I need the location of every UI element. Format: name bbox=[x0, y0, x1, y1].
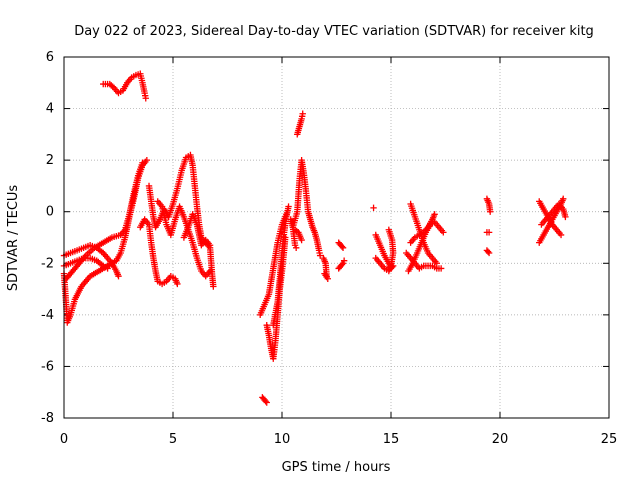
data-point bbox=[104, 265, 111, 272]
data-point bbox=[370, 204, 377, 212]
data-point bbox=[174, 280, 181, 288]
data-point bbox=[484, 248, 492, 255]
chart-title: Day 022 of 2023, Sidereal Day-to-day VTE… bbox=[74, 24, 594, 39]
y-tick-labels: -8 -6 -4 -2 0 2 4 6 bbox=[41, 50, 54, 426]
data-point bbox=[206, 267, 214, 275]
data-point bbox=[486, 208, 494, 215]
axis-ticks bbox=[63, 56, 610, 419]
y-tick-label: 0 bbox=[46, 205, 54, 220]
y-axis-label: SDTVAR / TECUs bbox=[6, 185, 21, 292]
data-point bbox=[109, 83, 116, 90]
y-tick-label: 2 bbox=[46, 153, 54, 168]
data-point bbox=[115, 272, 122, 280]
data-point bbox=[324, 275, 331, 282]
x-tick-label: 20 bbox=[492, 432, 509, 447]
data-point bbox=[339, 244, 347, 252]
y-tick-label: 4 bbox=[46, 102, 54, 117]
x-tick-labels: 0 5 10 15 20 25 bbox=[60, 432, 617, 447]
data-point bbox=[440, 229, 447, 236]
data-point bbox=[338, 243, 346, 250]
data-point bbox=[206, 242, 214, 249]
x-tick-label: 10 bbox=[274, 432, 291, 447]
data-point bbox=[437, 265, 445, 272]
data-point bbox=[210, 283, 217, 290]
data-point bbox=[263, 399, 270, 406]
data-point bbox=[338, 261, 346, 268]
y-tick-label: 6 bbox=[46, 50, 54, 65]
data-point bbox=[431, 211, 438, 218]
x-axis-label: GPS time / hours bbox=[282, 460, 391, 475]
data-point bbox=[316, 252, 324, 259]
data-point bbox=[262, 398, 269, 405]
data-point bbox=[142, 95, 149, 102]
data-point bbox=[485, 249, 493, 257]
y-tick-label: -8 bbox=[41, 411, 54, 426]
plot-frame bbox=[63, 56, 610, 419]
data-point bbox=[557, 231, 565, 239]
data-point bbox=[139, 159, 146, 166]
data-point bbox=[485, 229, 493, 236]
x-tick-label: 25 bbox=[601, 432, 618, 447]
data-point bbox=[298, 236, 305, 244]
data-point bbox=[560, 195, 567, 203]
data-point bbox=[143, 156, 151, 164]
data-point bbox=[285, 203, 292, 210]
data-point bbox=[385, 226, 393, 233]
data-point bbox=[340, 257, 348, 264]
y-tick-label: -6 bbox=[41, 359, 54, 374]
data-point bbox=[292, 244, 300, 252]
grid-lines bbox=[64, 57, 609, 418]
x-tick-label: 5 bbox=[169, 432, 177, 447]
y-tick-label: -2 bbox=[41, 256, 54, 271]
x-tick-label: 0 bbox=[60, 432, 68, 447]
data-point bbox=[562, 213, 569, 221]
data-point bbox=[299, 110, 306, 117]
x-tick-label: 15 bbox=[383, 432, 400, 447]
y-tick-label: -4 bbox=[41, 308, 54, 323]
data-points bbox=[60, 70, 569, 406]
